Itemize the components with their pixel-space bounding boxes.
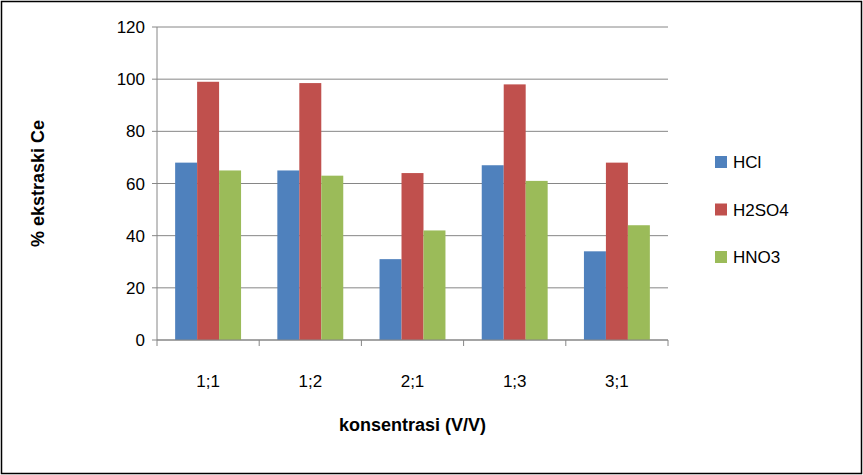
bar (175, 163, 197, 340)
grid-line (157, 27, 668, 28)
legend-label: HCl (733, 153, 761, 172)
x-tick-label: 3;1 (605, 372, 629, 391)
legend-label: HNO3 (733, 248, 780, 267)
grid-line (157, 79, 668, 80)
legend-swatch (715, 204, 727, 216)
y-tick (152, 183, 157, 184)
grid-line (157, 131, 668, 132)
chart-frame (2, 2, 862, 474)
y-tick (152, 131, 157, 132)
legend: HCl H2SO4 HNO3 (715, 153, 789, 267)
y-tick (152, 27, 157, 28)
y-axis-title: % ekstraski Ce (28, 120, 48, 247)
x-category-divider (463, 340, 464, 346)
legend-label: H2SO4 (733, 201, 789, 220)
bar (628, 225, 650, 340)
bar (321, 176, 343, 340)
x-tick-label: 2;1 (401, 372, 425, 391)
y-tick (152, 287, 157, 288)
bar (584, 251, 606, 340)
x-category-divider (259, 340, 260, 346)
legend-swatch (715, 251, 727, 263)
y-tick-label: 60 (126, 175, 145, 194)
y-tick-label: 120 (117, 18, 145, 37)
y-tick (152, 79, 157, 80)
bar (504, 84, 526, 340)
bar (402, 173, 424, 340)
y-tick-label: 0 (136, 331, 145, 350)
x-category-divider (565, 340, 566, 346)
bar (606, 163, 628, 340)
bars (175, 82, 650, 340)
bar (219, 170, 241, 340)
y-tick-label: 20 (126, 279, 145, 298)
y-tick (152, 235, 157, 236)
y-tick-label: 80 (126, 122, 145, 141)
y-tick (152, 340, 157, 341)
x-tick-label: 1;1 (196, 372, 220, 391)
y-tick-label: 40 (126, 227, 145, 246)
x-axis-title: konsentrasi (V/V) (339, 415, 486, 435)
y-axis-line (157, 27, 158, 340)
bar (197, 82, 219, 340)
x-axis-line (157, 340, 668, 341)
chart-root: 0 20 40 60 80 100 120 1;1 1;2 2;1 1;3 3;1 konsentras… (0, 0, 863, 475)
x-tick-label: 1;3 (503, 372, 527, 391)
bar (380, 259, 402, 340)
x-category-divider (668, 340, 669, 346)
chart-svg: 0 20 40 60 80 100 120 1;1 1;2 2;1 1;3 3;1 konsentras… (0, 0, 863, 475)
bar (277, 170, 299, 340)
bar (423, 230, 445, 340)
x-tick-label: 1;2 (298, 372, 322, 391)
x-category-divider (157, 340, 158, 346)
bar (299, 83, 321, 340)
grid-line (157, 340, 668, 341)
bar (482, 165, 504, 340)
x-category-divider (361, 340, 362, 346)
bar (526, 181, 548, 340)
legend-swatch (715, 156, 727, 168)
y-tick-label: 100 (117, 70, 145, 89)
